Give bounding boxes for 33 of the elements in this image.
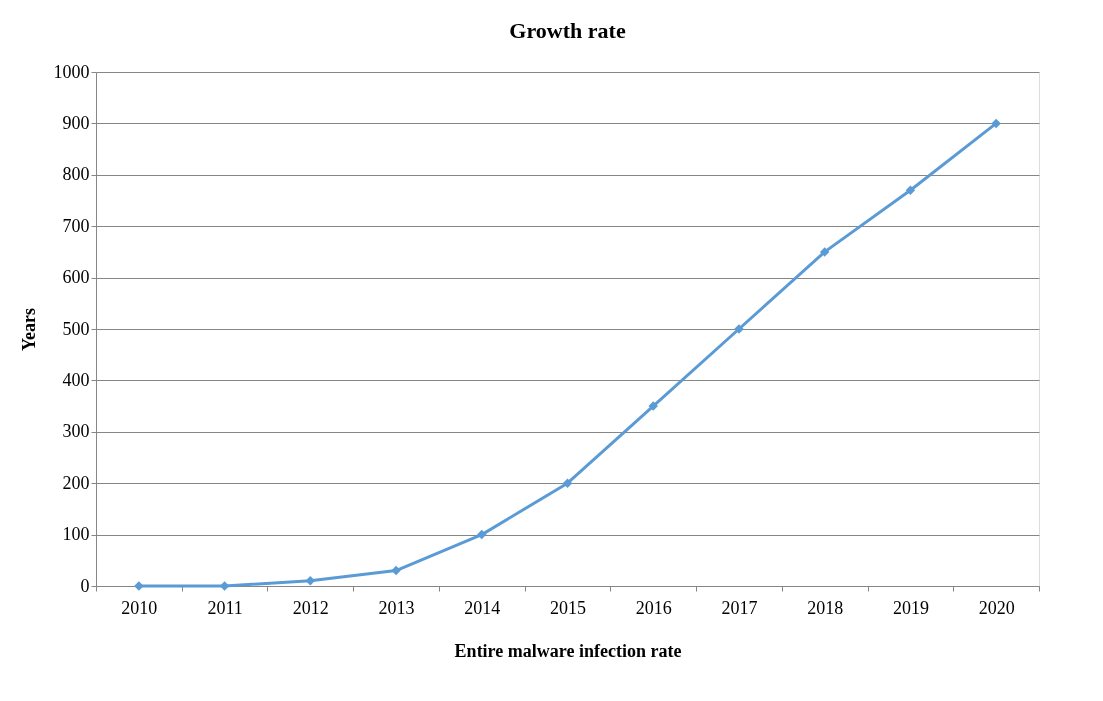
x-tick-label: 2019 bbox=[892, 597, 929, 618]
x-tick-label: 2017 bbox=[721, 597, 758, 618]
x-tick-label: 2015 bbox=[550, 597, 586, 618]
point bbox=[477, 529, 487, 540]
x-tick-label: 2010 bbox=[121, 597, 158, 618]
y-tick-label: 200 bbox=[62, 472, 90, 493]
y-tick-label: 1000 bbox=[53, 61, 90, 82]
point bbox=[391, 565, 401, 576]
x-tick-label: 2016 bbox=[635, 597, 672, 618]
y-tick-label: 800 bbox=[62, 164, 90, 185]
x-tick-label: 2014 bbox=[464, 597, 501, 618]
point bbox=[648, 401, 658, 411]
y-tick-label: 600 bbox=[62, 267, 90, 288]
y-tick-label: 300 bbox=[62, 421, 90, 442]
x-tick-label: 2011 bbox=[207, 597, 243, 618]
point bbox=[305, 576, 316, 586]
x-axis-title: Entire malware infection rate bbox=[454, 640, 682, 661]
y-tick-label: 0 bbox=[80, 575, 90, 596]
x-tick-label: 2013 bbox=[378, 597, 415, 618]
chart-title: Growth rate bbox=[509, 18, 626, 43]
x-tick-label: 2018 bbox=[807, 597, 844, 618]
y-tick-label: 100 bbox=[62, 524, 90, 545]
point bbox=[991, 118, 1001, 129]
y-tick-label: 900 bbox=[62, 112, 90, 133]
x-tick-label: 2020 bbox=[978, 597, 1015, 618]
point bbox=[562, 478, 573, 488]
y-tick-label: 700 bbox=[62, 215, 90, 236]
x-tick-label: 2012 bbox=[292, 597, 329, 618]
y-tick-label: 400 bbox=[62, 369, 90, 390]
point bbox=[905, 185, 916, 195]
y-axis-title: Years bbox=[18, 308, 39, 351]
y-tick-label: 500 bbox=[62, 318, 90, 339]
point bbox=[819, 247, 830, 257]
